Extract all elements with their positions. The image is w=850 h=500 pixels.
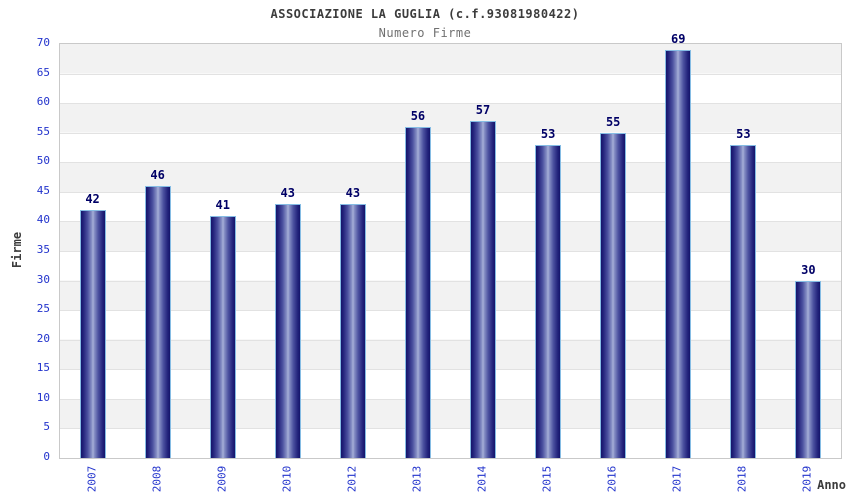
x-tick-slot: 2012 [319,458,384,500]
x-tick-label: 2012 [345,465,359,493]
gridline [60,73,841,75]
plot-area: 42 46 41 43 43 56 57 53 55 69 53 30 [59,32,842,459]
x-axis-title: Anno [817,478,846,492]
x-tick-slot: 2015 [515,458,580,500]
y-tick-label: 5 [43,420,50,434]
bar-2008 [144,185,171,458]
bar-slot-2018: 53 [711,44,776,458]
gridline [60,103,841,105]
x-tick-label: 2008 [150,465,164,493]
x-tick-label: 2013 [410,465,424,493]
bar-slot-2017: 69 [646,32,711,458]
x-axis-tick-labels: 2007 2008 2009 2010 2012 2013 2014 2015 2016 2017… [59,458,840,500]
y-tick-label: 60 [36,95,50,109]
bar-value-label: 46 [150,167,165,182]
y-tick-label: 70 [36,36,50,49]
bar-value-label: 42 [85,191,100,206]
bar-slot-2015: 53 [516,44,581,458]
bar-value-label: 55 [605,114,621,129]
y-tick-label: 65 [36,65,50,79]
bar-2015 [535,144,562,458]
bar-2014 [470,120,496,458]
x-tick-slot: 2007 [59,458,124,500]
gridline [60,310,841,312]
bar-slot-2010: 43 [255,44,320,458]
x-tick-slot: 2008 [124,458,189,500]
bar-value-label: 56 [410,108,426,123]
y-tick-label: 55 [36,124,50,138]
y-tick-label: 30 [36,272,50,286]
bar-slot-2012: 43 [320,44,385,458]
bar-2017 [665,49,692,458]
x-tick-label: 2015 [540,465,554,493]
x-tick-slot: 2010 [254,458,319,500]
chart-subtitle: Numero Firme [378,26,472,40]
x-tick-label: 2007 [85,465,99,493]
gridline [60,428,841,430]
bar-2009 [209,215,236,458]
bar-value-label: 41 [215,197,230,212]
bar-value-label: 43 [280,185,295,200]
bar-value-label: 57 [475,102,491,117]
bar-value-label: 69 [671,31,686,46]
bar-series: 42 46 41 43 43 56 57 53 55 69 53 30 [60,32,841,458]
x-tick-slot: 2016 [580,458,645,500]
bar-slot-2014: 57 [450,44,515,458]
gridline [60,339,841,341]
bar-2013 [404,126,431,458]
bar-2018 [730,144,757,458]
y-tick-label: 20 [36,331,50,345]
x-tick-slot: 2014 [449,458,514,500]
y-tick-label: 10 [36,390,50,404]
bar-value-label: 53 [736,126,751,141]
bar-slot-2008: 46 [125,44,190,458]
x-tick-slot: 2009 [189,458,254,500]
bar-slot-2007: 42 [60,44,125,458]
gridline [60,369,841,371]
bar-slot-2013: 56 [385,44,450,458]
x-tick-slot: 2013 [384,458,449,500]
y-tick-label: 25 [36,302,50,316]
y-tick-label: 15 [36,361,50,375]
y-tick-label: 40 [36,213,50,227]
bar-2016 [600,132,627,458]
gridline [60,251,841,252]
chart-title: ASSOCIAZIONE LA GUGLIA (c.f.93081980422) [270,7,580,21]
bar-2007 [79,209,106,458]
y-tick-label: 35 [36,243,50,256]
bar-slot-2009: 41 [190,44,255,458]
y-tick-label: 45 [36,183,50,197]
y-tick-label: 50 [36,154,50,168]
gridline [60,132,841,134]
x-tick-label: 2014 [475,465,489,493]
gridline [60,221,841,223]
bar-value-label: 43 [345,185,361,200]
gridline [60,191,841,193]
x-tick-label: 2016 [605,465,619,493]
x-tick-slot: 2017 [645,458,710,500]
gridline [60,398,841,400]
x-tick-label: 2017 [670,465,684,493]
bar-2019 [795,280,822,458]
x-tick-label: 2010 [280,465,294,493]
x-tick-slot: 2018 [710,458,775,500]
gridline [60,162,841,164]
bar-value-label: 30 [801,262,816,277]
gridline [60,280,841,282]
bar-2010 [274,203,301,458]
bar-slot-2019: 30 [776,44,841,458]
x-tick-label: 2019 [800,465,814,493]
y-tick-label: 0 [43,450,50,463]
bar-slot-2016: 55 [581,44,646,458]
x-tick-label: 2018 [735,465,749,493]
x-tick-label: 2009 [215,465,229,493]
bar-value-label: 53 [540,126,556,141]
bar-2012 [339,203,366,458]
